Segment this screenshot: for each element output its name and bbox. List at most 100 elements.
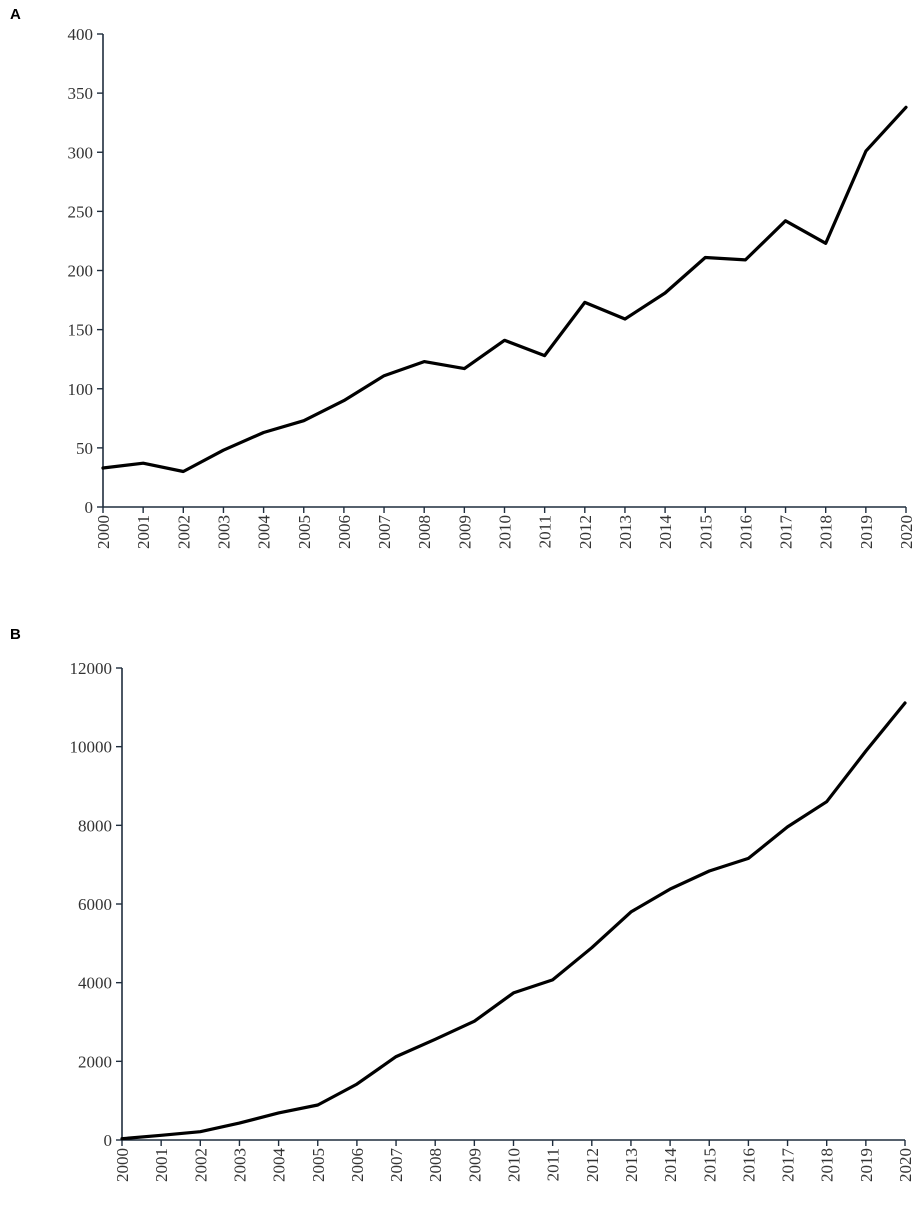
x-tick-label: 2011 — [544, 1148, 563, 1181]
x-tick-label: 2015 — [696, 515, 715, 549]
data-point — [825, 800, 828, 803]
data-point — [238, 1121, 241, 1125]
data-point — [590, 946, 593, 949]
x-tick-label: 2010 — [496, 515, 515, 549]
x-tick-label: 2006 — [348, 1148, 367, 1182]
x-tick-label: 2004 — [270, 1148, 289, 1183]
x-tick-label: 2009 — [455, 515, 474, 549]
data-point — [744, 258, 747, 262]
data-point — [160, 1134, 163, 1137]
x-tick-label: 2018 — [818, 1148, 837, 1182]
x-tick-label: 2002 — [191, 1148, 210, 1182]
panel-label-b: B — [10, 626, 21, 643]
data-point — [142, 462, 145, 465]
data-point — [903, 701, 907, 705]
x-tick-label: 2020 — [897, 515, 916, 549]
x-tick-label: 2011 — [536, 515, 555, 548]
x-tick-label: 2017 — [779, 1148, 798, 1183]
data-point — [262, 431, 265, 434]
data-point — [473, 1020, 476, 1023]
y-tick-label: 0 — [104, 1131, 113, 1150]
x-tick-label: 2019 — [857, 515, 876, 549]
data-point — [583, 301, 586, 304]
data-point — [543, 354, 546, 357]
x-tick-label: 2009 — [465, 1148, 484, 1182]
data-point — [747, 857, 750, 860]
data-point — [434, 1038, 437, 1041]
y-tick-label: 400 — [68, 25, 94, 44]
x-tick-label: 2005 — [295, 515, 314, 549]
x-tick-label: 2005 — [309, 1148, 328, 1182]
data-point — [222, 449, 225, 452]
data-point — [824, 242, 827, 245]
data-point — [904, 106, 908, 109]
data-point — [623, 317, 627, 321]
x-tick-label: 2008 — [426, 1148, 445, 1182]
y-tick-label: 100 — [68, 380, 94, 399]
data-point — [784, 219, 787, 222]
data-point — [663, 291, 667, 295]
data-point — [316, 1103, 319, 1107]
data-point — [512, 991, 515, 995]
y-tick-label: 12000 — [70, 659, 113, 678]
x-tick-label: 2006 — [335, 515, 354, 549]
data-point — [199, 1130, 202, 1133]
data-point — [101, 466, 105, 470]
y-tick-label: 0 — [85, 498, 94, 517]
data-point — [463, 367, 466, 370]
data-point — [394, 1055, 398, 1058]
data-point — [277, 1111, 280, 1115]
data-point — [503, 339, 506, 342]
y-tick-label: 300 — [68, 143, 94, 162]
x-tick-label: 2010 — [505, 1148, 524, 1182]
y-tick-label: 6000 — [78, 895, 112, 914]
data-point — [629, 910, 633, 914]
x-tick-label: 2000 — [113, 1148, 132, 1182]
data-point — [708, 869, 711, 873]
data-point — [864, 149, 868, 153]
data-point — [382, 374, 386, 377]
y-tick-label: 10000 — [70, 738, 113, 757]
data-point — [786, 825, 789, 829]
x-tick-label: 2003 — [230, 1148, 249, 1182]
x-tick-label: 2017 — [777, 515, 796, 550]
data-point — [302, 419, 305, 422]
x-tick-label: 2004 — [255, 515, 274, 550]
data-point — [668, 887, 672, 891]
x-tick-label: 2019 — [857, 1148, 876, 1182]
data-point — [864, 749, 868, 753]
data-point — [342, 399, 346, 402]
x-tick-label: 2000 — [94, 515, 113, 549]
series-line-a — [101, 105, 908, 474]
data-point — [704, 256, 707, 259]
data-point — [355, 1082, 359, 1086]
x-tick-label: 2007 — [387, 1148, 406, 1183]
y-tick-label: 50 — [76, 439, 93, 458]
chart-panel-a: A 0 50 100 150 200 250 300 350 400 2000 2001 2002 200… — [10, 6, 916, 549]
data-point — [551, 978, 554, 982]
data-point — [120, 1137, 124, 1140]
x-tick-label: 2001 — [134, 515, 153, 549]
y-tick-label: 250 — [68, 202, 94, 221]
x-tick-label: 2013 — [616, 515, 635, 549]
y-tick-label: 4000 — [78, 974, 112, 993]
y-tick-label: 350 — [68, 84, 94, 103]
x-tick-label: 2020 — [896, 1148, 915, 1182]
data-point — [423, 360, 426, 363]
x-tick-label: 2007 — [375, 515, 394, 550]
x-tick-label: 2003 — [214, 515, 233, 549]
x-tick-label: 2013 — [622, 1148, 641, 1182]
x-tick-label: 2012 — [583, 1148, 602, 1182]
series-line-b — [120, 701, 907, 1141]
panel-label-a: A — [10, 6, 21, 23]
data-point — [182, 470, 185, 473]
x-tick-label: 2018 — [817, 515, 836, 549]
y-tick-label: 200 — [68, 262, 94, 281]
x-tick-label: 2001 — [152, 1148, 171, 1182]
x-tick-label: 2016 — [739, 1148, 758, 1182]
x-tick-label: 2014 — [661, 1148, 680, 1183]
x-tick-label: 2014 — [656, 515, 675, 550]
y-tick-label: 8000 — [78, 816, 112, 835]
